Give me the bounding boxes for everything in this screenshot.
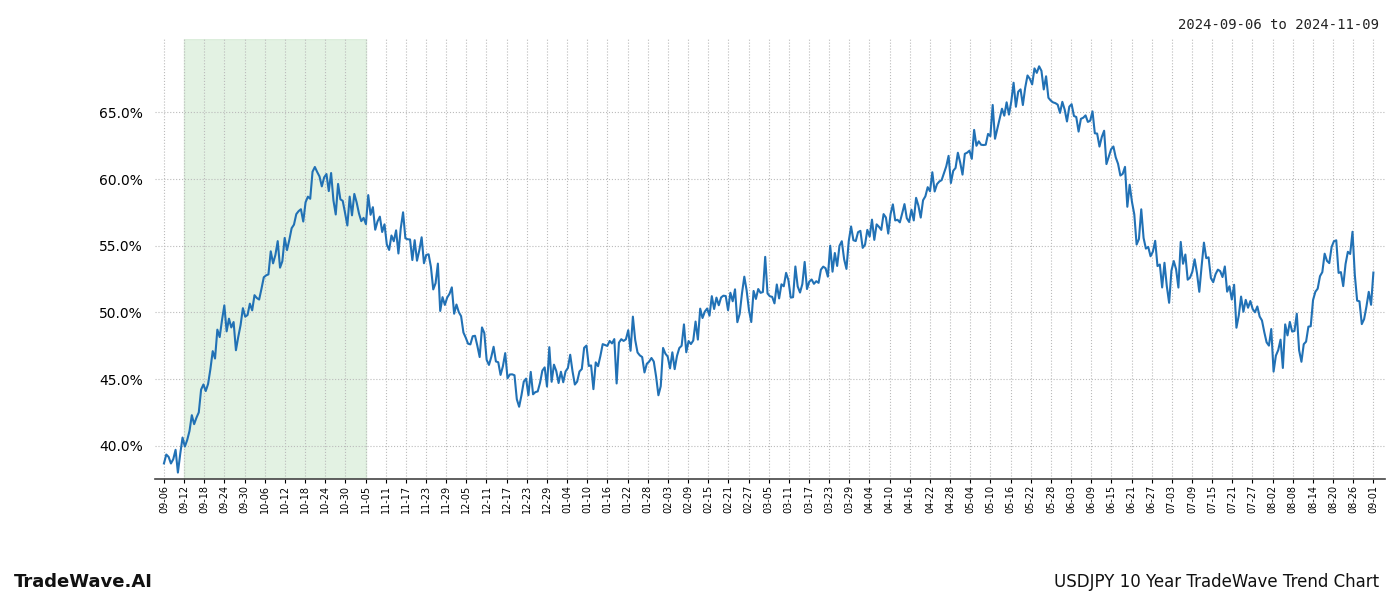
Text: TradeWave.AI: TradeWave.AI: [14, 573, 153, 591]
Text: USDJPY 10 Year TradeWave Trend Chart: USDJPY 10 Year TradeWave Trend Chart: [1054, 573, 1379, 591]
Bar: [185, 39, 365, 479]
Text: 2024-09-06 to 2024-11-09: 2024-09-06 to 2024-11-09: [1177, 18, 1379, 32]
